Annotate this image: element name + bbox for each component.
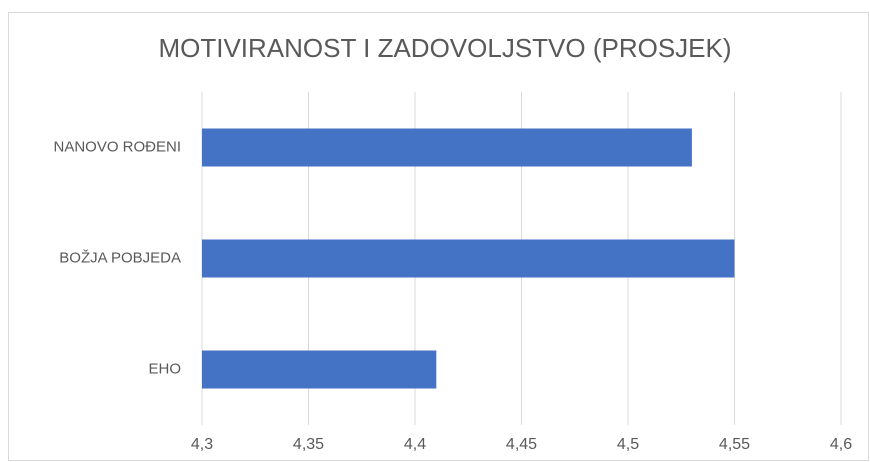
x-tick-label: 4,5 [617,436,639,453]
x-tick-label: 4,45 [506,436,537,453]
bar [202,350,437,389]
y-tick-label: BOŽJA POBJEDA [59,249,181,266]
x-tick-label: 4,4 [404,436,426,453]
y-tick-label: NANOVO ROĐENI [53,138,181,155]
chart-frame [8,12,869,461]
bar [202,128,692,167]
x-tick-label: 4,35 [293,436,324,453]
x-tick-label: 4,55 [719,436,750,453]
bar [202,239,735,278]
y-tick-label: EHO [148,360,181,377]
x-tick-label: 4,3 [191,436,213,453]
x-tick-label: 4,6 [830,436,852,453]
chart-title: MOTIVIRANOST I ZADOVOLJSTVO (PROSJEK) [158,33,731,63]
